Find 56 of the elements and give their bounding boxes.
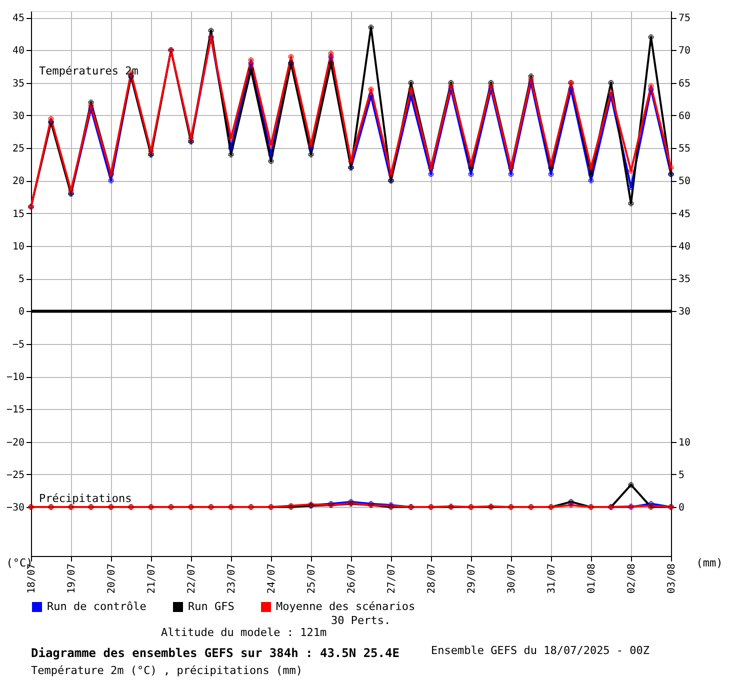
x-tick-label: 02/08	[626, 564, 638, 594]
legend-label: Run de contrôle	[47, 600, 146, 613]
x-tick-label: 23/07	[226, 564, 238, 594]
legend-label: Moyenne des scénarios	[276, 600, 416, 613]
legend-label: Run GFS	[188, 600, 234, 613]
x-tick-label: 22/07	[186, 564, 198, 594]
y-tick-label: −25	[6, 470, 24, 481]
y-tick-label: 40	[12, 46, 24, 57]
y2-tick-label: 45	[678, 208, 691, 220]
text: Altitude du modele : 121m	[161, 626, 327, 639]
x-tick-label: 26/07	[346, 564, 358, 594]
x-tick-label: 03/08	[666, 564, 678, 594]
y2-tick-label: 70	[678, 46, 691, 57]
x-tick-label: 19/07	[66, 564, 78, 594]
y-tick-label: −20	[6, 437, 24, 448]
y2-tick-label: 5	[678, 470, 685, 481]
y2-tick-label: 35	[678, 274, 691, 286]
y2-tick-label: 65	[678, 78, 691, 90]
x-tick-label: 20/07	[106, 564, 118, 594]
y-tick-label: −5	[12, 339, 24, 350]
x-tick-label: 28/07	[426, 564, 438, 594]
y-tick-label: 20	[12, 176, 24, 188]
x-tick-label: 31/07	[546, 564, 558, 594]
x-tick-label: 24/07	[266, 564, 278, 594]
annotation: Précipitations	[39, 492, 132, 506]
y-tick-label: −15	[6, 404, 24, 416]
annotation: Températures 2m	[39, 64, 139, 78]
y-tick-label: 5	[18, 274, 24, 286]
y2-tick-label: 55	[678, 144, 691, 155]
y2-tick-label: 50	[678, 176, 691, 188]
y2-axis-title: (mm)	[696, 556, 723, 570]
y-tick-label: 10	[12, 241, 24, 252]
y2-tick-label: 0	[678, 502, 685, 514]
x-tick-label: 25/07	[306, 564, 318, 594]
x-tick-label: 27/07	[386, 564, 398, 594]
y-tick-label: 25	[12, 144, 24, 155]
y-tick-label: 45	[12, 13, 24, 24]
y-tick-label: −10	[6, 372, 24, 384]
y2-tick-label: 40	[678, 241, 691, 252]
y2-tick-label: 75	[678, 13, 691, 24]
text: 30 Perts.	[331, 614, 391, 627]
y-tick-label: −30	[6, 502, 24, 514]
y2-tick-label: 10	[678, 437, 691, 448]
text: Température 2m (°C) , précipitations (mm)	[31, 664, 303, 677]
x-tick-label: 21/07	[146, 564, 158, 594]
y-tick-label: 0	[18, 306, 24, 318]
text: Diagramme des ensembles GEFS sur 384h : 43.5N 25.4E	[31, 646, 400, 660]
y2-tick-label: 30	[678, 306, 691, 318]
text: Ensemble GEFS du 18/07/2025 - 00Z	[431, 644, 650, 657]
y-tick-label: 30	[12, 110, 24, 122]
x-tick-label: 01/08	[586, 564, 598, 594]
x-tick-label: 30/07	[506, 564, 518, 594]
y2-tick-label: 60	[678, 110, 691, 122]
y-tick-label: 15	[12, 208, 24, 220]
x-tick-label: 29/07	[466, 564, 478, 594]
y-tick-label: 35	[12, 78, 24, 90]
